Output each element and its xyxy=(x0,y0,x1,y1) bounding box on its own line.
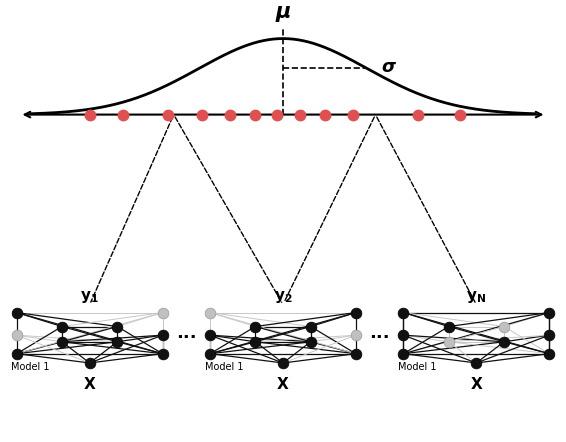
Point xyxy=(85,359,94,366)
Point xyxy=(251,323,260,330)
Text: ...: ... xyxy=(176,324,197,342)
Point xyxy=(57,323,66,330)
Point xyxy=(205,309,215,316)
Text: $\mathbf{y_1}$: $\mathbf{y_1}$ xyxy=(80,289,99,305)
Point xyxy=(351,309,361,316)
Point xyxy=(205,332,215,339)
Text: $\mathbf{X}$: $\mathbf{X}$ xyxy=(276,376,290,392)
Point xyxy=(500,338,509,345)
Text: $\mathbf{X}$: $\mathbf{X}$ xyxy=(470,376,483,392)
Point xyxy=(544,309,554,316)
Point xyxy=(399,332,408,339)
Point xyxy=(444,323,453,330)
Point xyxy=(158,350,167,357)
Text: Model 1: Model 1 xyxy=(204,362,243,372)
Text: $\boldsymbol{\mu}$: $\boldsymbol{\mu}$ xyxy=(275,4,291,24)
Point xyxy=(113,338,122,345)
Point xyxy=(278,359,288,366)
Point xyxy=(158,332,167,339)
Text: $\mathbf{X}$: $\mathbf{X}$ xyxy=(83,376,96,392)
Point xyxy=(113,323,122,330)
Text: $\mathbf{y_N}$: $\mathbf{y_N}$ xyxy=(466,289,486,305)
Point xyxy=(444,338,453,345)
Point xyxy=(12,350,22,357)
Point xyxy=(12,309,22,316)
Point xyxy=(544,332,554,339)
Point xyxy=(205,350,215,357)
Point xyxy=(306,323,315,330)
Point xyxy=(351,332,361,339)
Point xyxy=(399,350,408,357)
Point xyxy=(500,323,509,330)
Point xyxy=(544,350,554,357)
Point xyxy=(399,309,408,316)
Point xyxy=(57,338,66,345)
Text: ...: ... xyxy=(369,324,390,342)
Point xyxy=(12,332,22,339)
Text: $\boldsymbol{\sigma}$: $\boldsymbol{\sigma}$ xyxy=(381,58,397,76)
Point xyxy=(306,338,315,345)
Text: Model 1: Model 1 xyxy=(398,362,436,372)
Text: Model 1: Model 1 xyxy=(11,362,50,372)
Point xyxy=(351,350,361,357)
Text: $\mathbf{y_2}$: $\mathbf{y_2}$ xyxy=(274,289,292,305)
Point xyxy=(158,309,167,316)
Point xyxy=(251,338,260,345)
Point xyxy=(472,359,481,366)
